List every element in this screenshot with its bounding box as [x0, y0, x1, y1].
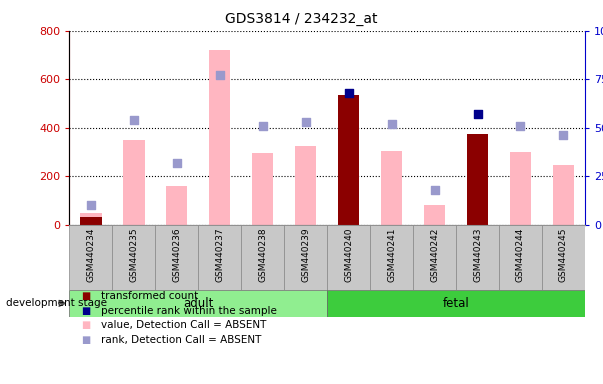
Bar — [252, 153, 273, 225]
Point — [558, 132, 568, 139]
Text: percentile rank within the sample: percentile rank within the sample — [101, 306, 277, 316]
Text: ■: ■ — [81, 335, 90, 345]
Text: GDS3814 / 234232_at: GDS3814 / 234232_at — [226, 12, 377, 25]
Bar — [241, 225, 284, 290]
Bar — [338, 95, 359, 225]
Point — [387, 121, 396, 127]
Bar — [284, 225, 327, 290]
Bar — [69, 290, 327, 317]
Bar — [413, 225, 456, 290]
Bar — [123, 140, 145, 225]
Text: GSM440234: GSM440234 — [86, 227, 95, 282]
Point — [473, 111, 482, 117]
Bar — [510, 152, 531, 225]
Point — [86, 202, 96, 209]
Text: value, Detection Call = ABSENT: value, Detection Call = ABSENT — [101, 320, 266, 330]
Bar — [327, 225, 370, 290]
Point — [301, 119, 311, 125]
Text: ■: ■ — [81, 291, 90, 301]
Bar — [542, 225, 585, 290]
Text: GSM440241: GSM440241 — [387, 227, 396, 282]
Bar — [198, 225, 241, 290]
Text: GSM440242: GSM440242 — [430, 227, 439, 281]
Point — [172, 159, 182, 166]
Text: ■: ■ — [81, 306, 90, 316]
Bar — [166, 186, 188, 225]
Bar — [80, 217, 101, 225]
Text: GSM440243: GSM440243 — [473, 227, 482, 282]
Point — [344, 90, 353, 96]
Text: GSM440244: GSM440244 — [516, 227, 525, 281]
Bar — [112, 225, 155, 290]
Text: GSM440238: GSM440238 — [258, 227, 267, 282]
Text: GSM440240: GSM440240 — [344, 227, 353, 282]
Text: GSM440239: GSM440239 — [301, 227, 310, 282]
Bar — [499, 225, 542, 290]
Bar — [467, 134, 488, 225]
Bar — [69, 225, 112, 290]
Bar — [295, 146, 317, 225]
Text: ■: ■ — [81, 320, 90, 330]
Point — [516, 122, 525, 129]
Bar — [553, 165, 574, 225]
Text: rank, Detection Call = ABSENT: rank, Detection Call = ABSENT — [101, 335, 261, 345]
Bar — [155, 225, 198, 290]
Text: GSM440237: GSM440237 — [215, 227, 224, 282]
Bar — [424, 205, 445, 225]
Bar — [80, 212, 101, 225]
Bar — [209, 50, 230, 225]
Text: GSM440235: GSM440235 — [129, 227, 138, 282]
Point — [258, 122, 268, 129]
Text: GSM440245: GSM440245 — [559, 227, 568, 282]
Text: development stage: development stage — [6, 298, 107, 308]
Bar — [327, 290, 585, 317]
Point — [215, 72, 224, 78]
Point — [430, 187, 440, 193]
Text: fetal: fetal — [443, 297, 469, 310]
Bar — [381, 151, 402, 225]
Bar — [370, 225, 413, 290]
Text: adult: adult — [183, 297, 213, 310]
Bar — [456, 225, 499, 290]
Point — [129, 117, 139, 123]
Text: GSM440236: GSM440236 — [172, 227, 182, 282]
Text: transformed count: transformed count — [101, 291, 198, 301]
